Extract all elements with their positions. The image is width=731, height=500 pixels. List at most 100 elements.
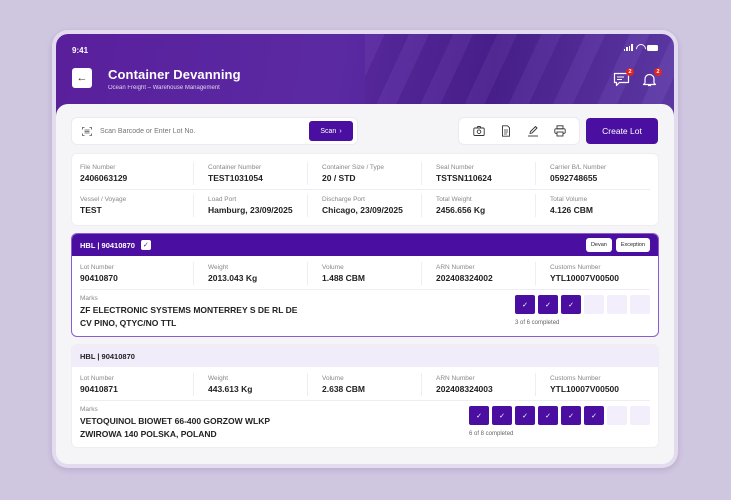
page-subtitle: Ocean Freight – Warehouse Management <box>108 85 220 91</box>
marks: Marks VETOQUINOL BIOWET 66-400 GORZOW WL… <box>80 406 271 439</box>
chevron-right-icon: › <box>339 127 342 135</box>
edit-icon[interactable] <box>527 125 539 137</box>
progress-boxes: ✓ ✓ ✓ ✓ ✓ ✓ <box>469 406 650 425</box>
progress-step-done[interactable]: ✓ <box>515 295 535 314</box>
lot-body: Lot Number 90410871 Weight 443.613 Kg Volu… <box>72 367 658 447</box>
lot-field: Lot Number 90410870 <box>80 262 194 285</box>
container-info-card: File Number 2406063129 Container Number TE… <box>72 154 658 225</box>
lot-selected-checkbox[interactable]: ✓ <box>140 240 151 250</box>
lot-search-input[interactable] <box>100 127 309 135</box>
progress-step-done[interactable]: ✓ <box>538 295 558 314</box>
lot-fields: Lot Number 90410870 Weight 2013.043 Kg Vol… <box>80 258 650 290</box>
lot-card[interactable]: HBL | 90410870 Lot Number 90410871 Weight… <box>72 345 658 447</box>
progress-step-done[interactable]: ✓ <box>492 406 512 425</box>
progress-step-done[interactable]: ✓ <box>538 406 558 425</box>
lot-header-title: HBL | 90410870 <box>80 351 135 361</box>
progress-text: 6 of 8 completed <box>469 431 514 437</box>
devan-button[interactable]: Devan <box>585 238 612 252</box>
document-icon[interactable] <box>500 125 512 137</box>
lot-header: HBL | 90410870 ✓ Devan Exception <box>72 234 658 256</box>
progress-step-done[interactable]: ✓ <box>561 406 581 425</box>
lot-field: Lot Number 90410871 <box>80 373 194 396</box>
status-time: 9:41 <box>72 46 89 55</box>
battery-icon <box>647 44 658 51</box>
marks: Marks ZF ELECTRONIC SYSTEMS MONTERREY S … <box>80 295 298 328</box>
check-icon: ✓ <box>522 301 528 309</box>
back-button[interactable]: ← <box>72 68 92 88</box>
lot-field: Weight 443.613 Kg <box>194 373 308 396</box>
lot-field: Customs Number YTL10007V00500 <box>550 264 619 283</box>
progress-boxes: ✓ ✓ ✓ <box>515 295 650 314</box>
info-cell: File Number 2406063129 <box>80 162 194 185</box>
lot-card[interactable]: HBL | 90410870 ✓ Devan Exception Lot Num… <box>72 234 658 336</box>
lot-fields: Lot Number 90410871 Weight 443.613 Kg Volu… <box>80 369 650 401</box>
toolbar: Scan › Create Lot <box>72 118 658 144</box>
signal-icon <box>623 44 633 51</box>
progress-text: 3 of 6 completed <box>515 320 560 326</box>
info-cell: Container Size / Type 20 / STD <box>308 162 422 185</box>
scan-button[interactable]: Scan › <box>309 121 353 141</box>
info-cell: Seal Number TSTSN110624 <box>422 162 536 185</box>
lot-field: ARN Number 202408324003 <box>422 373 536 396</box>
info-cell: Carrier B/L Number 0592748655 <box>550 164 607 183</box>
search-bar: Scan › <box>72 118 357 144</box>
marks-row: Marks VETOQUINOL BIOWET 66-400 GORZOW WL… <box>80 401 650 441</box>
progress-step-done[interactable]: ✓ <box>561 295 581 314</box>
wifi-icon <box>636 44 644 51</box>
lot-field: Volume 2.638 CBM <box>308 373 422 396</box>
progress-step-pending[interactable] <box>607 406 627 425</box>
info-cell: Total Weight 2456.656 Kg <box>422 194 536 217</box>
lot-progress: ✓ ✓ ✓ 3 of 6 completed <box>515 295 650 330</box>
print-icon[interactable] <box>553 125 566 137</box>
barcode-scan-icon <box>82 126 92 136</box>
info-row: File Number 2406063129 Container Number TE… <box>80 158 650 189</box>
lot-field: Weight 2013.043 Kg <box>194 262 308 285</box>
info-cell: Discharge Port Chicago, 23/09/2025 <box>308 194 422 217</box>
info-row: Vessel / Voyage TEST Load Port Hamburg, 23… <box>80 189 650 221</box>
info-cell: Load Port Hamburg, 23/09/2025 <box>194 194 308 217</box>
progress-step-pending[interactable] <box>630 406 650 425</box>
page-title: Container Devanning <box>108 67 241 82</box>
progress-step-done[interactable]: ✓ <box>515 406 535 425</box>
check-icon: ✓ <box>499 412 505 420</box>
check-icon: ✓ <box>522 412 528 420</box>
lot-progress: ✓ ✓ ✓ ✓ ✓ ✓ 6 of 8 completed <box>469 406 650 441</box>
info-cell: Total Volume 4.126 CBM <box>550 196 593 215</box>
progress-step-done[interactable]: ✓ <box>584 406 604 425</box>
main-content: Scan › Create Lot File Number2406063129 … <box>56 104 674 464</box>
check-icon: ✓ <box>142 242 149 249</box>
status-icons <box>623 44 658 51</box>
progress-step-done[interactable]: ✓ <box>469 406 489 425</box>
scan-label: Scan <box>320 127 337 135</box>
exception-button[interactable]: Exception <box>615 238 650 252</box>
marks-row: Marks ZF ELECTRONIC SYSTEMS MONTERREY S … <box>80 290 650 330</box>
lot-field: Customs Number YTL10007V00500 <box>550 375 619 394</box>
info-cell: Container Number TEST1031054 <box>194 162 308 185</box>
check-icon: ✓ <box>545 412 551 420</box>
app-screen: 9:41 ← Container Devanning Ocean Freight… <box>56 34 674 464</box>
info-cell: Vessel / Voyage TEST <box>80 194 194 217</box>
lot-field: ARN Number 202408324002 <box>422 262 536 285</box>
progress-step-pending[interactable] <box>630 295 650 314</box>
messages-badge: 2 <box>626 68 634 76</box>
lot-header: HBL | 90410870 <box>72 345 658 367</box>
lot-body: Lot Number 90410870 Weight 2013.043 Kg Vol… <box>72 256 658 336</box>
progress-step-pending[interactable] <box>584 295 604 314</box>
camera-icon[interactable] <box>472 125 485 137</box>
check-icon: ✓ <box>568 301 574 309</box>
lot-field: Volume 1.488 CBM <box>308 262 422 285</box>
tablet-frame: 9:41 ← Container Devanning Ocean Freight… <box>52 30 678 468</box>
check-icon: ✓ <box>476 412 482 420</box>
create-lot-button[interactable]: Create Lot <box>586 118 658 144</box>
progress-step-pending[interactable] <box>607 295 627 314</box>
action-icons <box>459 118 579 144</box>
notifications-badge: 2 <box>654 68 662 76</box>
notifications-button[interactable]: 2 <box>641 68 662 87</box>
arrow-left-icon: ← <box>76 72 88 84</box>
bell-icon <box>642 73 657 87</box>
check-icon: ✓ <box>591 412 597 420</box>
check-icon: ✓ <box>545 301 551 309</box>
check-icon: ✓ <box>568 412 574 420</box>
messages-button[interactable]: 2 <box>613 68 634 87</box>
app-header: 9:41 ← Container Devanning Ocean Freight… <box>56 34 674 116</box>
